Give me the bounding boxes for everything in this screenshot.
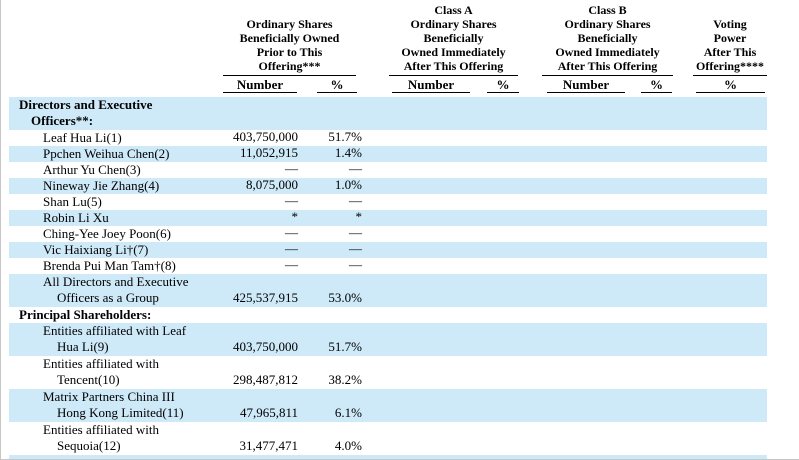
partial-row bbox=[9, 455, 767, 459]
column-group-title-line: Offering*** bbox=[258, 59, 321, 73]
table-row: Leaf Hua Li(1) 403,750,000 51.7% bbox=[9, 129, 767, 146]
row-label: Shan Lu(5) bbox=[43, 194, 102, 209]
column-group-title-line: Ordinary Shares bbox=[564, 17, 651, 31]
row-label-continuation: Officers**: bbox=[31, 113, 94, 128]
table-row: Ching-Yee Joey Poon(6) — — bbox=[9, 225, 767, 242]
subheader-class-b-number: Number bbox=[547, 77, 625, 93]
prior-shares-percent-cell: 1.0% bbox=[334, 177, 362, 192]
table-body: Directors and Executive Officers**: Leaf H… bbox=[9, 97, 767, 459]
prior-shares-percent-cell: — bbox=[349, 257, 362, 272]
row-label: Ching-Yee Joey Poon(6) bbox=[43, 226, 171, 241]
prior-shares-percent-cell: — bbox=[349, 241, 362, 256]
row-label: Robin Li Xu bbox=[43, 210, 109, 225]
table-row: Vic Haixiang Li†(7) — — bbox=[9, 241, 767, 258]
prior-shares-number-cell: 425,537,915 bbox=[233, 290, 298, 305]
column-group-title-line: Power bbox=[713, 31, 747, 45]
column-group-title-line: Beneficially bbox=[577, 31, 638, 45]
row-label: Directors and Executive bbox=[19, 97, 153, 112]
table-row: Principal Shareholders: bbox=[9, 307, 767, 323]
row-label: Brenda Pui Man Tam†(8) bbox=[43, 258, 176, 273]
prior-shares-percent-cell: 6.1% bbox=[334, 405, 362, 420]
prior-shares-number-cell: * bbox=[291, 209, 299, 224]
prior-shares-number-cell: 11,052,915 bbox=[239, 145, 298, 160]
prior-shares-percent-cell: 51.7% bbox=[328, 129, 362, 144]
table-row: Ppchen Weihua Chen(2) 11,052,915 1.4% bbox=[9, 145, 767, 162]
column-group-ordinary-shares-prior: Ordinary Shares Beneficially Owned Prior… bbox=[223, 17, 356, 76]
prior-shares-percent-cell: 4.0% bbox=[334, 438, 362, 453]
subheader-class-b-percent: % bbox=[641, 77, 672, 93]
column-group-title-line: Offering**** bbox=[696, 59, 764, 73]
subheader-class-a-number: Number bbox=[392, 77, 470, 93]
prior-shares-number-cell: — bbox=[285, 225, 298, 240]
prior-shares-number-cell: — bbox=[285, 241, 298, 256]
prior-shares-percent-cell: — bbox=[349, 225, 362, 240]
row-label: Principal Shareholders: bbox=[19, 307, 152, 322]
table-header: Ordinary Shares Beneficially Owned Prior… bbox=[1, 0, 799, 97]
subheader-voting-percent: % bbox=[696, 77, 765, 93]
row-label: Entities affiliated with bbox=[43, 422, 160, 437]
row-label: All Directors and Executive bbox=[43, 274, 189, 289]
prior-shares-percent-cell: 51.7% bbox=[328, 339, 362, 354]
prior-shares-percent-cell: — bbox=[349, 161, 362, 176]
prior-shares-number-cell: 403,750,000 bbox=[233, 129, 298, 144]
prior-shares-percent-cell: 1.4% bbox=[334, 145, 362, 160]
row-label: Entities affiliated with Leaf bbox=[43, 323, 187, 338]
prior-shares-percent-cell: — bbox=[349, 193, 362, 208]
table-row: Shan Lu(5) — — bbox=[9, 193, 767, 210]
subheader-class-a-percent: % bbox=[487, 77, 519, 93]
column-group-title-line: Owned Immediately bbox=[555, 45, 660, 59]
table-row: Entities affiliated with Tencent(10) 298,4… bbox=[9, 356, 767, 389]
column-group-title-line: Class A bbox=[434, 3, 473, 17]
prior-shares-percent-cell: 53.0% bbox=[328, 290, 362, 305]
column-group-title-line: Ordinary Shares bbox=[246, 17, 333, 31]
column-group-title-line: Ordinary Shares bbox=[410, 17, 497, 31]
table-row: Brenda Pui Man Tam†(8) — — bbox=[9, 257, 767, 274]
column-group-title-line: After This Offering bbox=[403, 59, 504, 73]
row-label-continuation: Hua Li(9) bbox=[57, 339, 109, 354]
subheader-prior-percent: % bbox=[317, 77, 357, 93]
column-group-class-a-after: Class A Ordinary Shares Beneficially Own… bbox=[389, 3, 518, 76]
subheader-prior-number: Number bbox=[223, 77, 297, 93]
table-row: Matrix Partners China III Hong Kong Limit… bbox=[9, 389, 767, 422]
row-label-continuation: Sequoia(12) bbox=[57, 438, 121, 453]
table-row: Directors and Executive Officers**: bbox=[9, 97, 767, 130]
prior-shares-number-cell: 31,477,471 bbox=[239, 438, 299, 453]
table-row: Nineway Jie Zhang(4) 8,075,000 1.0% bbox=[9, 177, 767, 194]
prior-shares-number-cell: 8,075,000 bbox=[246, 177, 298, 192]
table-row: Entities affiliated with Leaf Hua Li(9) 40… bbox=[9, 323, 767, 356]
row-label: Entities affiliated with bbox=[43, 356, 160, 371]
prior-shares-number-cell: 298,487,812 bbox=[233, 372, 298, 387]
column-group-title-line: Prior to This bbox=[256, 45, 323, 59]
prior-shares-number-cell: — bbox=[285, 257, 298, 272]
row-label-continuation: Officers as a Group bbox=[57, 290, 159, 305]
row-label-continuation: Hong Kong Limited(11) bbox=[57, 405, 184, 420]
table-row: Arthur Yu Chen(3) — — bbox=[9, 161, 767, 178]
prior-shares-percent-cell: 38.2% bbox=[328, 372, 362, 387]
row-label: Leaf Hua Li(1) bbox=[43, 130, 122, 145]
row-label: Vic Haixiang Li†(7) bbox=[43, 242, 149, 257]
prior-shares-number-cell: — bbox=[285, 161, 298, 176]
prior-shares-number-cell: 403,750,000 bbox=[233, 339, 298, 354]
column-group-title-line: After This Offering bbox=[557, 59, 658, 73]
row-label: Arthur Yu Chen(3) bbox=[43, 162, 141, 177]
table-row: All Directors and Executive Officers as a… bbox=[9, 274, 767, 307]
row-label-continuation: Tencent(10) bbox=[57, 372, 120, 387]
table-row: Entities affiliated with Sequoia(12) 31,47… bbox=[9, 422, 767, 455]
column-group-title-line: Beneficially Owned bbox=[239, 31, 340, 45]
column-group-voting-power: Voting Power After This Offering**** bbox=[693, 17, 767, 76]
column-group-class-b-after: Class B Ordinary Shares Beneficially Own… bbox=[542, 3, 673, 76]
column-group-title-line: Voting bbox=[713, 17, 747, 31]
table-row: Robin Li Xu * * bbox=[9, 209, 767, 226]
column-group-title-line: After This bbox=[703, 45, 757, 59]
column-group-title-line: Beneficially bbox=[423, 31, 484, 45]
row-label: Nineway Jie Zhang(4) bbox=[43, 178, 160, 193]
prior-shares-number-cell: 47,965,811 bbox=[239, 405, 298, 420]
column-group-title-line: Owned Immediately bbox=[401, 45, 506, 59]
row-label: Matrix Partners China III bbox=[43, 389, 175, 404]
prior-shares-percent-cell: * bbox=[355, 209, 363, 224]
row-label: Ppchen Weihua Chen(2) bbox=[43, 146, 170, 161]
prior-shares-number-cell: — bbox=[285, 193, 298, 208]
column-group-title-line: Class B bbox=[588, 3, 627, 17]
